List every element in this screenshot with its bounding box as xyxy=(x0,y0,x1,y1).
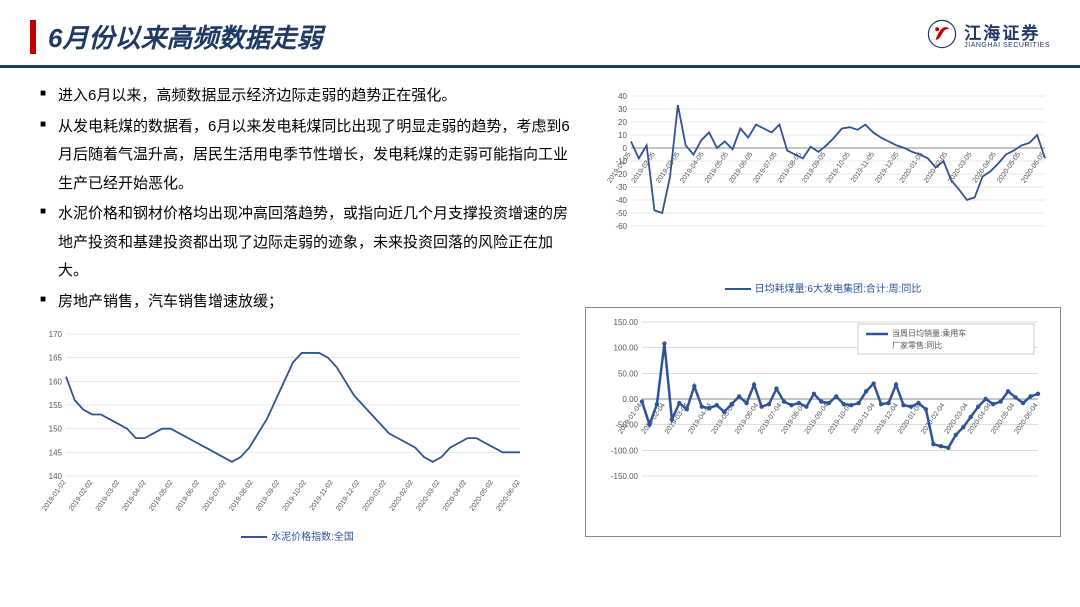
svg-text:165: 165 xyxy=(49,354,63,363)
svg-text:2020-05-04: 2020-05-04 xyxy=(990,402,1016,435)
chart-auto: -150.00-100.00-50.000.0050.00100.00150.0… xyxy=(585,307,1061,537)
logo-icon xyxy=(926,18,958,55)
svg-text:155: 155 xyxy=(49,401,63,410)
svg-text:2020-06-05: 2020-06-05 xyxy=(1020,151,1046,184)
svg-text:2020-02-02: 2020-02-02 xyxy=(389,479,415,512)
svg-text:2019-06-02: 2019-06-02 xyxy=(175,479,201,512)
svg-text:2019-10-05: 2019-10-05 xyxy=(826,151,852,184)
svg-text:2019-04-05: 2019-04-05 xyxy=(679,151,705,184)
svg-text:170: 170 xyxy=(49,330,63,339)
svg-text:2020-03-04: 2020-03-04 xyxy=(943,402,969,435)
svg-text:2020-04-02: 2020-04-02 xyxy=(442,479,468,512)
svg-text:2019-03-05: 2019-03-05 xyxy=(655,151,681,184)
svg-text:2019-11-05: 2019-11-05 xyxy=(850,151,876,184)
bullet-item: 水泥价格和钢材价格均出现冲高回落趋势，或指向近几个月支撑投资增速的房地产投资和基… xyxy=(40,200,575,286)
svg-text:-30: -30 xyxy=(615,183,627,192)
svg-text:-60: -60 xyxy=(615,222,627,231)
bullet-item: 从发电耗煤的数据看，6月以来发电耗煤同比出现了明显走弱的趋势，考虑到6月后随着气… xyxy=(40,113,575,199)
right-column: -60-50-40-30-20-100102030402019-01-05201… xyxy=(585,82,1061,555)
logo-cn: 江海证券 xyxy=(964,25,1050,42)
logo: 江海证券 JIANGHAI SECURITIES xyxy=(926,18,1050,55)
svg-text:2020-06-02: 2020-06-02 xyxy=(495,479,521,512)
svg-text:2019-07-05: 2019-07-05 xyxy=(752,151,778,184)
chart-coal-svg: -60-50-40-30-20-100102030402019-01-05201… xyxy=(593,88,1053,278)
svg-text:2019-01-04: 2019-01-04 xyxy=(617,402,643,435)
left-column: 进入6月以来，高频数据显示经济边际走弱的趋势正在强化。 从发电耗煤的数据看，6月… xyxy=(20,82,575,555)
chart-coal: -60-50-40-30-20-100102030402019-01-05201… xyxy=(585,82,1061,299)
svg-text:20: 20 xyxy=(618,118,627,127)
svg-text:-150.00: -150.00 xyxy=(611,472,639,481)
svg-text:2019-10-04: 2019-10-04 xyxy=(827,402,853,435)
svg-text:2020-03-02: 2020-03-02 xyxy=(415,479,441,512)
svg-text:2019-07-02: 2019-07-02 xyxy=(202,479,228,512)
header: 6月份以来高频数据走弱 江海证券 JIANGHAI SECURITIES xyxy=(0,0,1080,65)
svg-text:-40: -40 xyxy=(615,196,627,205)
svg-text:2019-11-02: 2019-11-02 xyxy=(309,479,335,512)
chart-auto-svg: -150.00-100.00-50.000.0050.00100.00150.0… xyxy=(594,314,1046,532)
logo-text: 江海证券 JIANGHAI SECURITIES xyxy=(964,25,1050,49)
chart-cement-legend: 水泥价格指数:全国 xyxy=(28,528,567,543)
svg-text:2019-08-04: 2019-08-04 xyxy=(780,402,806,435)
bullet-list: 进入6月以来，高频数据显示经济边际走弱的趋势正在强化。 从发电耗煤的数据看，6月… xyxy=(20,82,575,316)
svg-text:100.00: 100.00 xyxy=(614,344,639,353)
svg-text:2020-01-05: 2020-01-05 xyxy=(899,151,925,184)
svg-text:30: 30 xyxy=(618,105,627,114)
svg-text:2019-12-02: 2019-12-02 xyxy=(335,479,361,512)
svg-text:0.00: 0.00 xyxy=(622,395,638,404)
svg-text:2020-06-04: 2020-06-04 xyxy=(1013,402,1039,435)
svg-text:2019-12-04: 2019-12-04 xyxy=(874,402,900,435)
svg-text:2019-12-05: 2019-12-05 xyxy=(874,151,900,184)
svg-text:2020-05-02: 2020-05-02 xyxy=(469,479,495,512)
svg-text:2019-04-02: 2019-04-02 xyxy=(121,479,147,512)
logo-en: JIANGHAI SECURITIES xyxy=(964,42,1050,49)
title-accent-bar xyxy=(30,20,36,54)
svg-text:2019-10-02: 2019-10-02 xyxy=(282,479,308,512)
svg-text:2019-08-02: 2019-08-02 xyxy=(228,479,254,512)
svg-text:2019-02-05: 2019-02-05 xyxy=(631,151,657,184)
svg-text:2019-11-04: 2019-11-04 xyxy=(851,402,877,435)
svg-text:10: 10 xyxy=(618,131,627,140)
svg-text:-100.00: -100.00 xyxy=(611,446,639,455)
svg-text:145: 145 xyxy=(49,448,63,457)
title-area: 6月份以来高频数据走弱 xyxy=(30,18,322,55)
svg-text:2020-05-05: 2020-05-05 xyxy=(996,151,1022,184)
svg-text:2019-06-05: 2019-06-05 xyxy=(728,151,754,184)
svg-text:2019-02-02: 2019-02-02 xyxy=(68,479,94,512)
chart-coal-legend: 日均耗煤量:6大发电集团:合计:周:同比 xyxy=(593,280,1053,295)
header-underline xyxy=(0,65,1080,68)
svg-text:50.00: 50.00 xyxy=(618,369,639,378)
svg-text:2019-06-04: 2019-06-04 xyxy=(734,402,760,435)
svg-text:2019-03-02: 2019-03-02 xyxy=(95,479,121,512)
svg-text:2019-09-02: 2019-09-02 xyxy=(255,479,281,512)
svg-text:2019-05-02: 2019-05-02 xyxy=(148,479,174,512)
svg-text:40: 40 xyxy=(618,92,627,101)
svg-text:160: 160 xyxy=(49,377,63,386)
bullet-item: 进入6月以来，高频数据显示经济边际走弱的趋势正在强化。 xyxy=(40,82,575,111)
chart-cement: 1401451501551601651702019-01-022019-02-0… xyxy=(20,320,575,547)
chart-cement-svg: 1401451501551601651702019-01-022019-02-0… xyxy=(28,326,528,526)
svg-text:150: 150 xyxy=(49,425,63,434)
svg-text:-50: -50 xyxy=(615,209,627,218)
svg-text:2020-01-02: 2020-01-02 xyxy=(362,479,388,512)
svg-text:150.00: 150.00 xyxy=(614,318,639,327)
svg-text:厂家零售:同比: 厂家零售:同比 xyxy=(892,340,942,350)
page-title: 6月份以来高频数据走弱 xyxy=(48,18,322,55)
svg-text:2019-05-05: 2019-05-05 xyxy=(704,151,730,184)
svg-text:2019-01-02: 2019-01-02 xyxy=(41,479,67,512)
svg-text:当周日均销量:乘用车: 当周日均销量:乘用车 xyxy=(892,328,966,338)
content: 进入6月以来，高频数据显示经济边际走弱的趋势正在强化。 从发电耗煤的数据看，6月… xyxy=(0,82,1080,555)
bullet-item: 房地产销售，汽车销售增速放缓； xyxy=(40,288,575,317)
